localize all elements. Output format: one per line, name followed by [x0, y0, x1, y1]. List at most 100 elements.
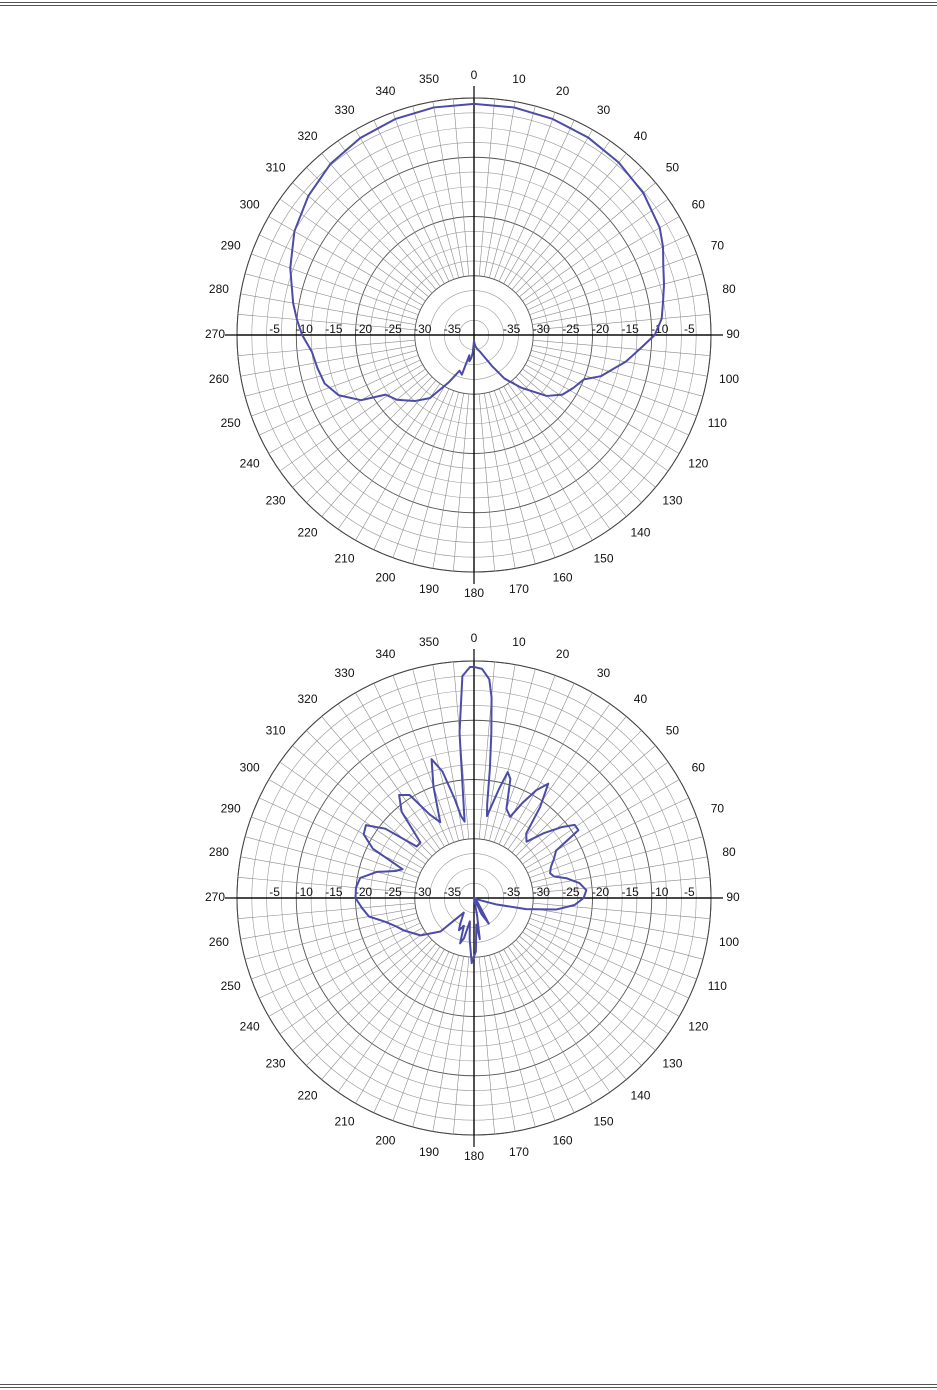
grid-spoke — [527, 234, 689, 311]
grid-spoke — [251, 354, 419, 417]
grid-spoke — [493, 953, 556, 1121]
radial-tick-label: -25 — [562, 885, 580, 899]
angle-label: 300 — [240, 761, 260, 775]
angle-label: 80 — [722, 282, 736, 296]
grid-spoke — [453, 98, 470, 277]
grid-spoke — [292, 935, 429, 1051]
radial-tick-label: -25 — [562, 322, 580, 336]
angle-label: 220 — [298, 1089, 318, 1103]
angle-label: 100 — [719, 935, 739, 949]
polar-grid — [225, 86, 723, 584]
radial-tick-label: -15 — [325, 322, 343, 336]
angle-label: 340 — [375, 84, 395, 98]
angle-label: 140 — [630, 1089, 650, 1103]
grid-spoke — [529, 253, 697, 316]
angle-label: 160 — [553, 1134, 573, 1148]
grid-spoke — [237, 314, 416, 331]
angle-label: 250 — [221, 979, 241, 993]
angle-label: 220 — [298, 526, 318, 540]
grid-spoke — [306, 730, 433, 857]
angle-label: 310 — [266, 161, 286, 175]
polar-chart-2: 0 10 20 30 40 50 60 70 80 90 100 110 120 130 140 150 160… — [205, 631, 740, 1163]
grid-spoke — [529, 816, 697, 879]
angle-label: 230 — [266, 494, 286, 508]
grid-spoke — [392, 112, 455, 280]
grid-spoke — [259, 359, 421, 436]
angle-label: 240 — [240, 457, 260, 471]
angle-label: 350 — [419, 72, 439, 86]
grid-spoke — [355, 386, 445, 541]
angle-label: 330 — [334, 666, 354, 680]
grid-spoke — [240, 907, 416, 940]
grid-spoke — [507, 140, 611, 287]
angle-label: 150 — [593, 1114, 613, 1128]
angle-label: 70 — [711, 802, 725, 816]
grid-spoke — [337, 946, 441, 1093]
grid-spoke — [292, 182, 429, 298]
grid-spoke — [525, 779, 680, 869]
grid-spoke — [373, 120, 450, 282]
grid-spoke — [515, 376, 642, 503]
angle-label: 130 — [662, 494, 682, 508]
angle-label: 0 — [471, 631, 478, 645]
angle-label: 260 — [209, 372, 229, 386]
grid-spoke — [489, 105, 536, 278]
angle-label: 110 — [708, 979, 727, 993]
radial-tick-label: -30 — [414, 322, 432, 336]
grid-spoke — [432, 393, 465, 569]
grid-spoke — [279, 931, 426, 1035]
grid-spoke — [392, 390, 455, 558]
footer-rule — [0, 1384, 937, 1388]
grid-spoke — [412, 392, 459, 565]
grid-spoke — [478, 956, 495, 1135]
grid-spoke — [493, 675, 556, 843]
grid-spoke — [392, 953, 455, 1121]
grid-spoke — [279, 368, 426, 472]
angle-label: 180 — [464, 1149, 484, 1163]
grid-spoke — [244, 273, 417, 320]
polar-grid — [225, 649, 723, 1147]
grid-spoke — [498, 951, 575, 1113]
grid-spoke — [306, 939, 433, 1066]
grid-spoke — [483, 393, 516, 569]
grid-spoke — [515, 730, 642, 857]
radial-tick-label: -20 — [355, 322, 373, 336]
grid-spoke — [503, 129, 593, 284]
radial-tick-label: -35 — [444, 322, 462, 336]
grid-spoke — [355, 129, 445, 284]
angle-label: 270 — [205, 327, 225, 341]
angle-label: 100 — [719, 372, 739, 386]
grid-spoke — [483, 956, 516, 1132]
angle-label: 120 — [688, 1020, 708, 1034]
radial-tick-label: -20 — [592, 885, 610, 899]
angle-label: 10 — [512, 635, 526, 649]
grid-spoke — [489, 668, 536, 841]
grid-spoke — [503, 949, 593, 1104]
grid-spoke — [355, 692, 445, 847]
grid-spoke — [244, 350, 417, 397]
grid-spoke — [519, 182, 656, 298]
grid-spoke — [527, 359, 689, 436]
grid-spoke — [498, 683, 575, 845]
grid-spoke — [532, 344, 708, 377]
grid-spoke — [511, 380, 627, 517]
grid-spoke — [259, 797, 421, 874]
angle-label: 260 — [209, 935, 229, 949]
grid-spoke — [532, 339, 711, 356]
angle-label: 30 — [597, 666, 611, 680]
grid-spoke — [268, 779, 423, 869]
angle-label: 140 — [630, 526, 650, 540]
grid-spoke — [412, 668, 459, 841]
grid-spoke — [321, 943, 437, 1080]
angle-label: 210 — [334, 551, 354, 565]
grid-spoke — [493, 390, 556, 558]
angle-label: 200 — [375, 571, 395, 585]
grid-spoke — [511, 943, 627, 1080]
grid-spoke — [531, 273, 704, 320]
grid-spoke — [532, 293, 708, 326]
grid-spoke — [432, 956, 465, 1132]
grid-spoke — [515, 167, 642, 294]
angle-label: 10 — [512, 72, 526, 86]
grid-spoke — [532, 856, 708, 889]
radial-tick-label: -15 — [621, 322, 639, 336]
